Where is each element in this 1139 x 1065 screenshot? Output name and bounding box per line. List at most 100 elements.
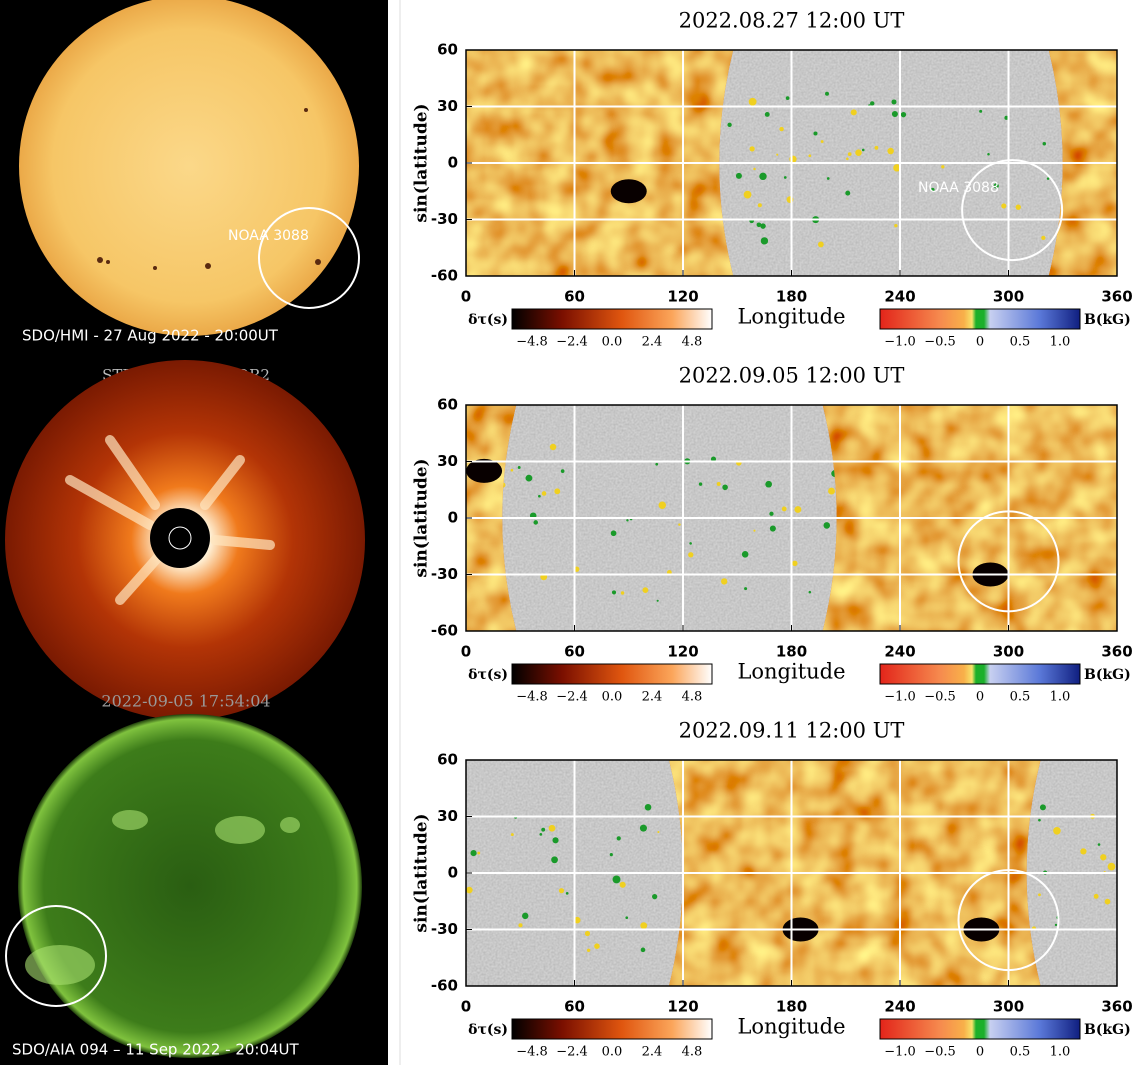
magnetic-patch: [750, 146, 755, 151]
image-timestamp: 2022-09-05 17:54:04: [101, 692, 270, 711]
magnetic-patch: [753, 168, 755, 170]
magnetic-patch: [821, 140, 824, 143]
magnetic-patch: [610, 853, 613, 856]
magnetic-patch: [979, 110, 982, 113]
magnetic-patch: [727, 123, 731, 127]
magnetic-patch: [1108, 863, 1116, 871]
magnetic-patch: [749, 98, 757, 106]
colorbar: [880, 309, 1080, 329]
colorbar-tick-label: −4.8: [516, 1045, 548, 1060]
magnetic-patch: [594, 943, 600, 949]
magnetic-patch: [470, 850, 476, 856]
magnetic-patch: [1040, 804, 1046, 810]
colorbar-label: δτ(s): [468, 312, 508, 328]
colorbar-label: B(kG): [1084, 312, 1131, 328]
colorbar-tick-label: 0: [976, 1045, 984, 1060]
colorbar-tick-label: −1.0: [884, 335, 916, 350]
magnetic-patch: [655, 463, 658, 466]
y-tick-label: -60: [431, 267, 458, 285]
magnetic-patch: [875, 146, 879, 150]
magnetic-patch: [722, 484, 728, 490]
magnetic-patch: [657, 831, 659, 833]
magnetic-patch: [744, 191, 752, 199]
magnetic-patch: [846, 158, 849, 161]
x-tick-label: 180: [776, 288, 807, 306]
magnetic-patch: [789, 156, 796, 163]
magnetic-patch: [617, 836, 621, 840]
x-tick-label: 0: [461, 288, 471, 306]
x-tick-label: 60: [564, 998, 585, 1016]
map-title: 2022.09.05 12:00 UT: [679, 364, 905, 388]
magnetic-patch: [1100, 854, 1106, 860]
map-title: 2022.08.27 12:00 UT: [679, 9, 905, 33]
magnetic-patch: [625, 916, 628, 919]
magnetic-patch: [987, 153, 990, 156]
magnetic-patch: [550, 444, 556, 450]
magnetic-patch: [765, 112, 770, 117]
colorbar: [512, 664, 712, 684]
magnetic-patch: [759, 173, 766, 180]
colorbar-tick-label: −1.0: [884, 1045, 916, 1060]
magnetic-patch: [769, 512, 773, 516]
magnetic-patch: [1016, 204, 1021, 209]
y-axis-label: sin(latitude): [412, 458, 432, 577]
x-tick-label: 360: [1101, 288, 1132, 306]
colorbar-tick-label: −4.8: [516, 335, 548, 350]
y-tick-label: 60: [437, 396, 458, 414]
magnetic-patch: [776, 154, 778, 156]
magnetic-patch: [1055, 924, 1057, 926]
colorbar-tick-label: −2.4: [556, 335, 588, 350]
magnetic-patch: [518, 466, 521, 469]
colorbar-tick-label: 0.0: [602, 1045, 623, 1060]
magnetic-patch: [894, 224, 897, 227]
magnetic-patch: [640, 825, 647, 832]
magnetic-patch: [559, 888, 564, 893]
colorbar-tick-label: 4.8: [682, 1045, 703, 1060]
magnetic-patch: [522, 913, 528, 919]
y-tick-label: 60: [437, 751, 458, 769]
magnetic-patch: [770, 526, 776, 532]
magnetic-patch: [862, 149, 865, 152]
magnetic-patch: [533, 520, 538, 525]
y-tick-label: -60: [431, 977, 458, 995]
y-tick-label: 0: [448, 509, 458, 527]
magnetic-patch: [1038, 819, 1041, 822]
magnetic-patch: [699, 482, 702, 485]
colorbar-label: B(kG): [1084, 667, 1131, 683]
colorbar-tick-label: −0.5: [924, 690, 956, 705]
region-label: NOAA 3088: [228, 228, 309, 244]
colorbar-tick-label: −2.4: [556, 690, 588, 705]
colorbar-tick-label: −2.4: [556, 1045, 588, 1060]
magnetic-patch: [753, 530, 755, 532]
magnetic-patch: [891, 99, 896, 104]
magnetic-patch: [611, 530, 617, 536]
x-tick-label: 0: [461, 998, 471, 1016]
magnetic-patch: [870, 101, 874, 105]
magnetic-patch: [554, 488, 560, 494]
y-tick-label: 60: [437, 41, 458, 59]
magnetic-patch: [782, 507, 787, 512]
magnetic-patch: [828, 488, 835, 495]
colorbar-tick-label: 2.4: [642, 690, 663, 705]
magnetic-patch: [645, 804, 652, 811]
magnetic-patch: [855, 149, 862, 156]
magnetic-patch: [848, 152, 852, 156]
magnetic-patch: [613, 876, 621, 884]
x-tick-label: 0: [461, 643, 471, 661]
magnetic-patch: [688, 552, 693, 557]
magnetic-patch: [851, 109, 857, 115]
magnetic-patch: [823, 522, 830, 529]
colorbar-tick-label: 0.5: [1010, 335, 1031, 350]
magnetic-patch: [1041, 236, 1045, 240]
x-tick-label: 240: [884, 288, 915, 306]
magnetic-patch: [1098, 843, 1101, 846]
magnetic-patch: [689, 542, 692, 545]
x-tick-label: 360: [1101, 998, 1132, 1016]
x-tick-label: 240: [884, 998, 915, 1016]
colorbar-tick-label: 4.8: [682, 690, 703, 705]
magnetic-patch: [511, 833, 514, 836]
magnetic-patch: [585, 931, 590, 936]
magnetic-patch: [901, 112, 906, 117]
x-tick-label: 120: [667, 998, 698, 1016]
magnetic-patch: [1053, 827, 1061, 835]
